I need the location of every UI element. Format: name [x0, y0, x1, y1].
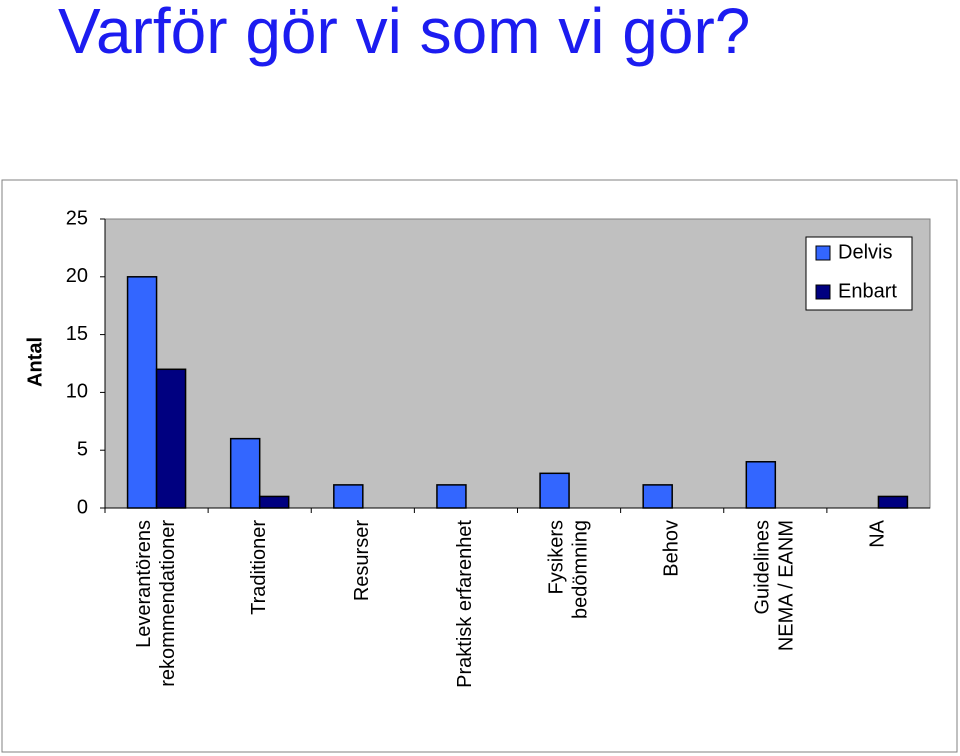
- x-tick-label: Leverantörens: [133, 520, 155, 648]
- legend-label: Enbart: [838, 280, 897, 302]
- bar: [539, 472, 570, 509]
- bar: [126, 276, 158, 509]
- x-tick-label: bedömning: [569, 520, 591, 619]
- legend-label: Delvis: [838, 241, 892, 263]
- chart-title: Varför gör vi som vi gör?: [58, 0, 750, 67]
- y-tick-label: 15: [66, 323, 88, 345]
- bar: [642, 484, 673, 509]
- bar: [229, 437, 261, 509]
- x-tick-label: Fysikers: [545, 520, 567, 594]
- x-tick-label: Behov: [660, 520, 682, 577]
- y-axis-label: Antal: [24, 337, 46, 387]
- x-tick-label: Guidelines: [752, 520, 774, 615]
- x-tick-label: Praktisk erfarenhet: [454, 520, 476, 688]
- bar: [155, 368, 187, 509]
- bar: [258, 495, 290, 509]
- x-tick-label: Traditioner: [248, 520, 270, 615]
- x-tick-label: Resurser: [351, 520, 373, 601]
- y-tick-label: 25: [66, 207, 88, 229]
- bar: [745, 461, 777, 509]
- bar: [436, 484, 467, 509]
- y-tick-label: 10: [66, 381, 88, 403]
- legend-swatch: [815, 245, 831, 261]
- y-tick-label: 0: [77, 496, 88, 518]
- y-tick-label: 20: [66, 265, 88, 287]
- bar: [877, 495, 909, 509]
- x-tick-label: NEMA / EANM: [776, 520, 798, 651]
- bar: [333, 484, 364, 509]
- x-tick-label: NA: [867, 519, 889, 547]
- legend-swatch: [815, 284, 831, 300]
- x-tick-label: rekommendationer: [157, 520, 179, 687]
- y-tick-label: 5: [77, 438, 88, 460]
